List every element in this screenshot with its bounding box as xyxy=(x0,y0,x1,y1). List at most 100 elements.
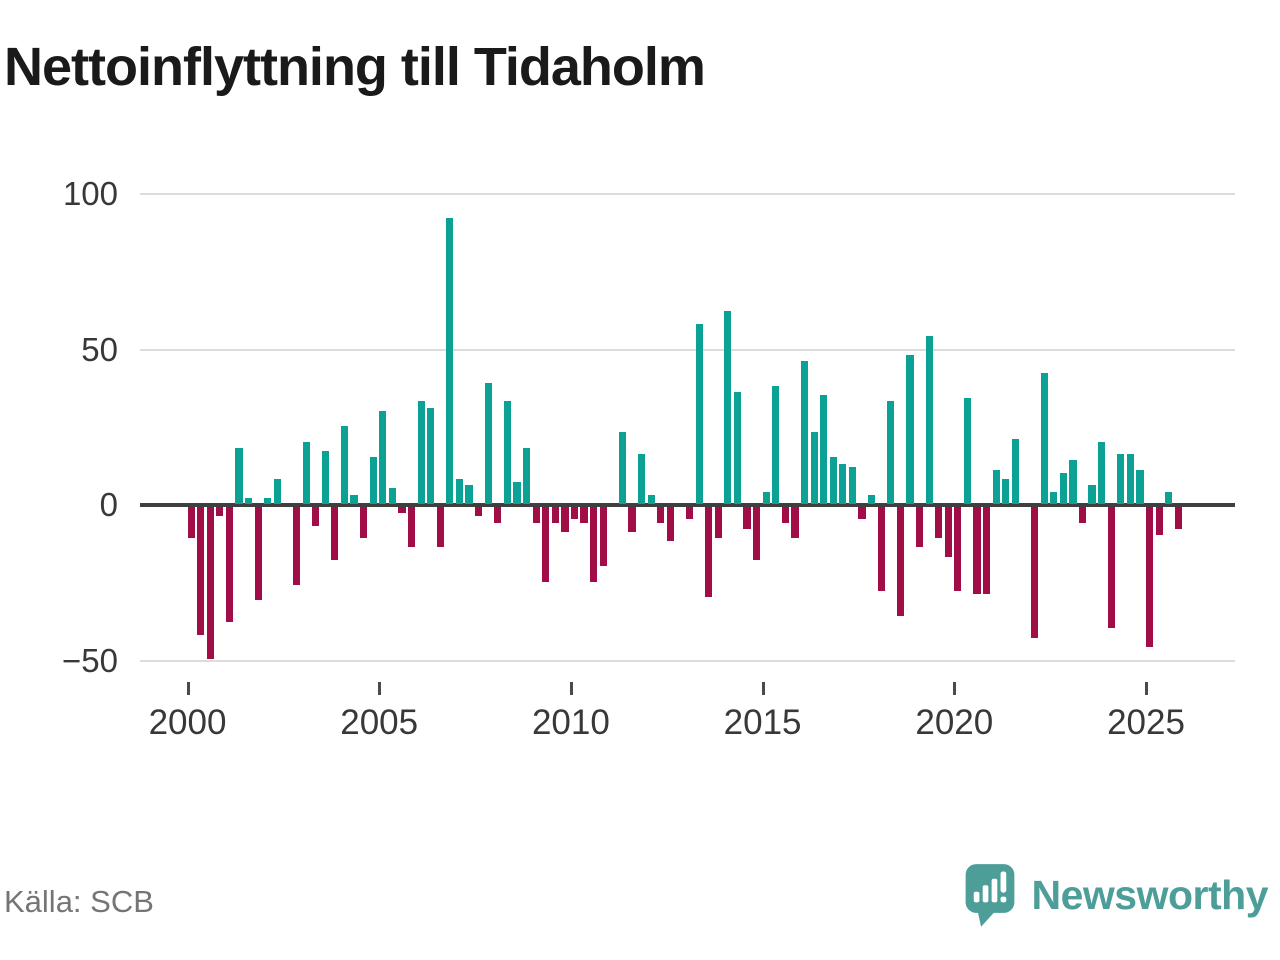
bar xyxy=(791,507,799,539)
x-axis-label: 2020 xyxy=(915,703,994,742)
bar xyxy=(1165,491,1173,504)
bar xyxy=(753,507,761,560)
bar xyxy=(1126,454,1135,504)
bar xyxy=(522,448,531,504)
bar xyxy=(685,507,694,520)
bar xyxy=(1117,454,1125,504)
x-axis-tick xyxy=(1145,682,1148,695)
x-axis-label: 2025 xyxy=(1107,703,1185,742)
bar xyxy=(417,401,425,504)
bar xyxy=(925,336,933,504)
gridline xyxy=(140,659,1235,662)
bar xyxy=(494,507,502,523)
bar xyxy=(1136,469,1144,504)
x-axis-label: 2010 xyxy=(531,703,610,742)
bar xyxy=(302,441,310,504)
bar xyxy=(695,323,703,504)
bar xyxy=(561,507,569,532)
bar xyxy=(340,426,349,504)
bar xyxy=(369,457,377,504)
bar xyxy=(848,466,857,504)
bar xyxy=(983,507,991,595)
bar xyxy=(465,485,473,504)
x-axis-tick xyxy=(569,682,573,695)
bar xyxy=(599,507,607,567)
x-axis-label: 2015 xyxy=(723,703,802,742)
bar xyxy=(1174,507,1182,529)
bar xyxy=(436,507,444,548)
bar xyxy=(724,311,732,504)
bar xyxy=(580,507,588,523)
bar xyxy=(360,507,368,539)
bar xyxy=(820,395,828,504)
bar xyxy=(896,507,904,616)
bar xyxy=(973,507,981,595)
bar xyxy=(628,507,636,532)
bar xyxy=(1107,507,1115,629)
bar xyxy=(206,507,214,660)
bar xyxy=(906,354,914,504)
bar xyxy=(1098,441,1106,504)
bar xyxy=(570,507,579,520)
bar xyxy=(1040,373,1048,504)
bar xyxy=(1030,507,1039,638)
bar xyxy=(992,469,1000,504)
bar xyxy=(235,448,243,504)
bar xyxy=(762,491,770,504)
branding: Newsworthy xyxy=(964,860,1268,930)
bar xyxy=(657,507,665,523)
bar xyxy=(1002,479,1010,504)
x-axis-label: 2000 xyxy=(148,703,227,742)
bar xyxy=(542,507,550,582)
bar xyxy=(963,398,972,504)
bar xyxy=(551,507,559,523)
bar xyxy=(379,410,387,504)
bar xyxy=(455,479,464,504)
y-axis-label: −50 xyxy=(62,641,118,679)
bar xyxy=(1059,472,1067,504)
x-axis-tick xyxy=(761,682,765,695)
bar xyxy=(1155,507,1163,535)
bar xyxy=(590,507,598,582)
bar xyxy=(350,494,358,504)
bar xyxy=(484,382,492,504)
bar xyxy=(829,457,837,504)
bar xyxy=(944,507,952,557)
bar xyxy=(273,479,281,504)
bar xyxy=(1146,507,1154,647)
bar xyxy=(868,494,876,504)
bar xyxy=(1069,460,1077,504)
bar xyxy=(637,454,646,504)
bar xyxy=(225,507,234,623)
bar xyxy=(513,482,521,504)
bar xyxy=(331,507,339,560)
bar xyxy=(858,507,866,520)
x-axis-label: 2005 xyxy=(340,703,419,742)
y-axis-label: 0 xyxy=(99,486,118,523)
bar xyxy=(532,507,540,523)
bar xyxy=(618,432,626,504)
bar xyxy=(503,401,511,504)
bar xyxy=(1088,485,1096,504)
x-axis-tick xyxy=(953,682,957,695)
bar xyxy=(388,488,396,504)
source-text: Källa: SCB xyxy=(4,884,154,919)
newsworthy-logo-icon xyxy=(965,864,1014,927)
bar xyxy=(800,360,809,504)
bar xyxy=(915,507,924,548)
bar xyxy=(407,507,416,548)
x-axis-tick xyxy=(186,682,190,695)
bar xyxy=(292,507,301,585)
bar xyxy=(839,463,847,504)
bar xyxy=(733,392,742,504)
zero-axis-line xyxy=(140,503,1235,507)
bar xyxy=(1078,507,1087,523)
bar xyxy=(446,217,454,504)
chart-title: Nettoinflyttning till Tidaholm xyxy=(4,37,706,97)
bar xyxy=(264,497,272,504)
bar xyxy=(216,507,224,517)
bar xyxy=(887,401,895,504)
gridline xyxy=(140,193,1235,195)
